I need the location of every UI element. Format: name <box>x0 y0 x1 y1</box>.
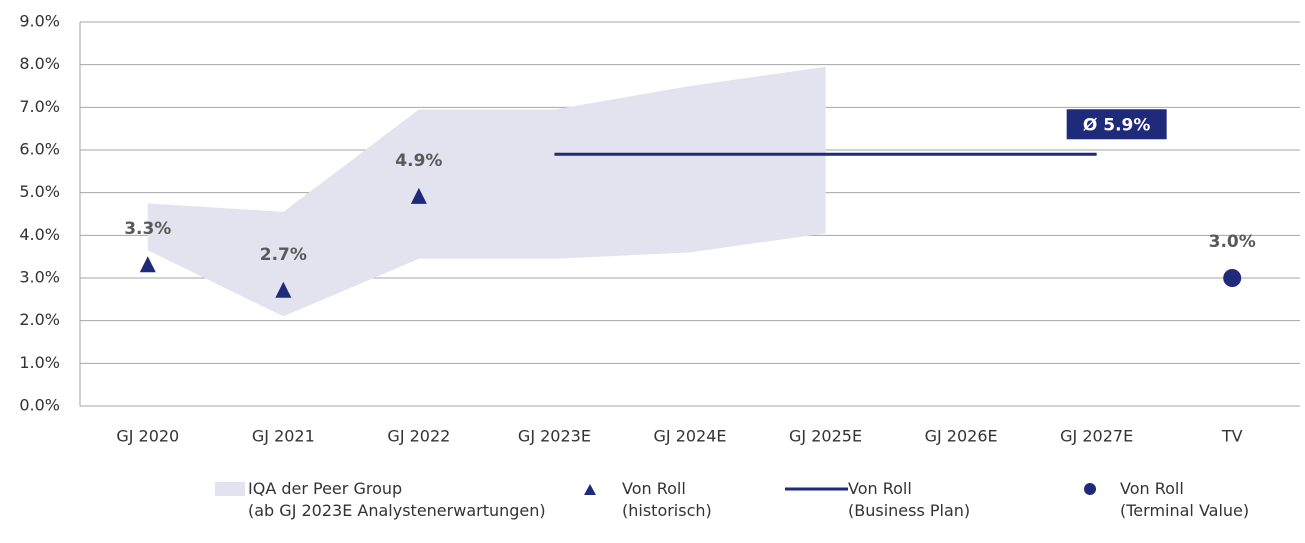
legend-label: Von Roll (Terminal Value) <box>1120 479 1250 520</box>
x-tick-label: GJ 2026E <box>925 427 998 446</box>
y-tick-label: 3.0% <box>19 268 60 287</box>
iqr-band <box>147 66 826 317</box>
y-tick-label: 8.0% <box>19 54 60 73</box>
legend-circle <box>1084 483 1096 495</box>
legend-swatch <box>1084 483 1096 495</box>
circle-marker <box>1223 269 1242 287</box>
legend-band <box>215 482 245 496</box>
x-tick-label: GJ 2024E <box>653 427 726 446</box>
y-tick-label: 4.0% <box>19 225 60 244</box>
plot: 0.0% 1.0% 2.0% 3.0% 4.0% 5.0% 6.0% 7.0% 8.0% 9.0%… <box>19 12 1300 446</box>
data-label: 3.0% <box>1209 232 1256 252</box>
legend-swatch <box>215 482 245 496</box>
data-label: 2.7% <box>260 245 307 265</box>
legend-label: IQA der Peer Group (ab GJ 2023E Analyste… <box>248 479 546 520</box>
y-tick-label: 5.0% <box>19 182 60 201</box>
triangle-marker <box>410 187 427 204</box>
legend-triangle <box>584 484 596 495</box>
annotation-box <box>1066 109 1167 140</box>
x-tick-label: GJ 2025E <box>789 427 862 446</box>
triangle-marker <box>139 256 156 273</box>
x-tick-label: GJ 2023E <box>518 427 591 446</box>
x-tick-label: GJ 2021 <box>252 427 315 446</box>
y-tick-label: 1.0% <box>19 353 60 372</box>
triangle-marker <box>275 281 292 298</box>
annotation: Ø 5.9% <box>1083 115 1151 135</box>
y-tick-label: 9.0% <box>19 12 60 31</box>
y-tick-label: 6.0% <box>19 140 60 159</box>
legend-swatch <box>584 484 596 495</box>
y-tick-label: 2.0% <box>19 310 60 329</box>
x-tick-label: GJ 2022 <box>387 427 450 446</box>
legend-label: Von Roll (Business Plan) <box>848 479 971 520</box>
data-label: 3.3% <box>124 219 171 239</box>
legend-swatch <box>785 487 848 491</box>
x-tick-label: TV <box>1221 427 1243 446</box>
x-tick-label: GJ 2027E <box>1060 427 1133 446</box>
y-tick-label: 7.0% <box>19 97 60 116</box>
data-label: 4.9% <box>395 151 442 171</box>
legend-label: Von Roll (historisch) <box>622 479 712 520</box>
x-tick-label: GJ 2020 <box>116 427 179 446</box>
y-tick-label: 0.0% <box>19 396 60 415</box>
